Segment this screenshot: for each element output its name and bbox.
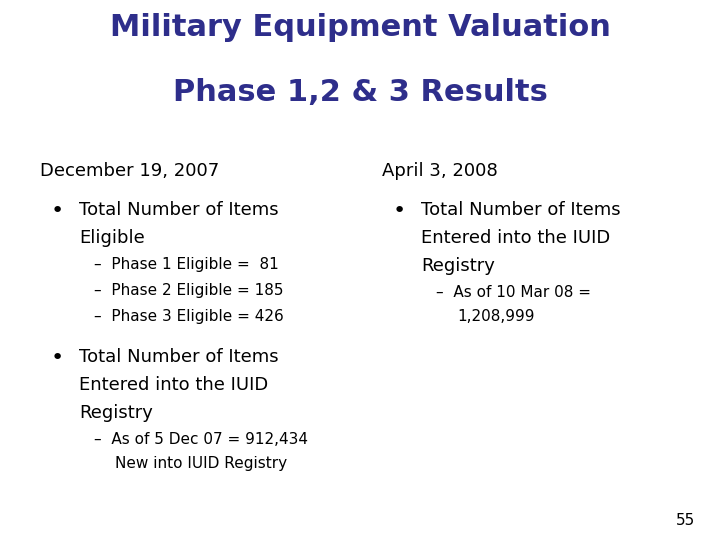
Text: 55: 55 [675, 513, 695, 528]
Text: •: • [392, 201, 405, 221]
Text: December 19, 2007: December 19, 2007 [40, 162, 219, 180]
Text: –  As of 10 Mar 08 =: – As of 10 Mar 08 = [436, 285, 590, 300]
Text: •: • [50, 348, 63, 368]
Text: Phase 1,2 & 3 Results: Phase 1,2 & 3 Results [173, 78, 547, 107]
Text: 1,208,999: 1,208,999 [457, 309, 535, 325]
Text: Total Number of Items: Total Number of Items [79, 348, 279, 366]
Text: Registry: Registry [421, 257, 495, 275]
Text: April 3, 2008: April 3, 2008 [382, 162, 498, 180]
Text: Total Number of Items: Total Number of Items [79, 201, 279, 219]
Text: •: • [50, 201, 63, 221]
Text: –  Phase 2 Eligible = 185: – Phase 2 Eligible = 185 [94, 283, 283, 298]
Text: –  As of 5 Dec 07 = 912,434: – As of 5 Dec 07 = 912,434 [94, 432, 307, 447]
Text: Total Number of Items: Total Number of Items [421, 201, 621, 219]
Text: Military Equipment Valuation: Military Equipment Valuation [109, 14, 611, 43]
Text: New into IUID Registry: New into IUID Registry [115, 456, 287, 471]
Text: Registry: Registry [79, 404, 153, 422]
Text: –  Phase 1 Eligible =  81: – Phase 1 Eligible = 81 [94, 257, 279, 272]
Text: Eligible: Eligible [79, 229, 145, 247]
Text: Entered into the IUID: Entered into the IUID [79, 376, 269, 394]
Text: Entered into the IUID: Entered into the IUID [421, 229, 611, 247]
Text: –  Phase 3 Eligible = 426: – Phase 3 Eligible = 426 [94, 309, 284, 324]
